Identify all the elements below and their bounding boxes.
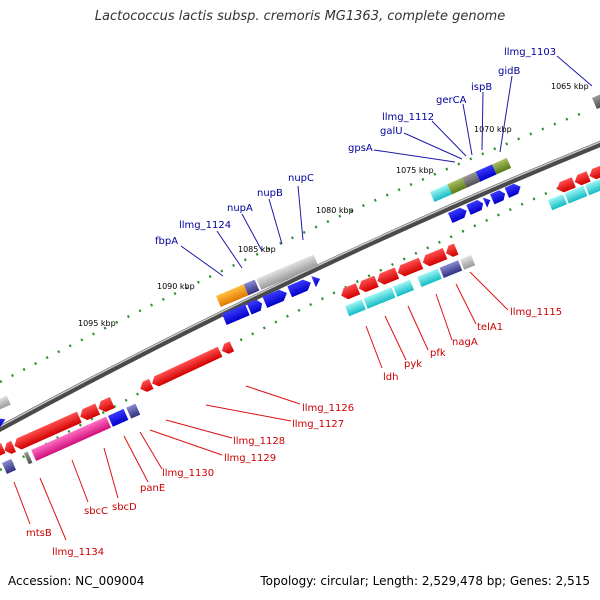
gene-label: llmg_1134 [52, 547, 104, 558]
forward-gene-labels: llmg_1103 gidB ispB gerCA llmg_1112 galU… [155, 47, 593, 277]
gene-label: nupC [288, 173, 314, 184]
gene-label: llmg_1128 [233, 436, 285, 447]
gene-label: pfk [430, 348, 446, 359]
gene-label: nupA [227, 203, 253, 214]
gene-label: mtsB [26, 528, 52, 539]
reverse-gene-labels: llmg_1115 telA1 nagA pfk pyk ldh llmg_11… [13, 271, 562, 558]
gene-label: ldh [383, 372, 398, 383]
gene-label: llmg_1129 [224, 453, 276, 464]
kbp-label: 1075 kbp [396, 166, 434, 175]
genome-summary-text: Topology: circular; Length: 2,529,478 bp… [260, 574, 590, 588]
gene-label: panE [140, 483, 165, 494]
gene-label: llmg_1126 [302, 403, 354, 414]
gene-label: nupB [257, 188, 283, 199]
gene-label: nagA [452, 337, 478, 348]
gene-label: fbpA [155, 236, 178, 247]
gene-label: ispB [471, 82, 492, 93]
kbp-label: 1070 kbp [474, 125, 512, 134]
gene-label: telA1 [477, 322, 503, 333]
gene-label: llmg_1130 [162, 468, 214, 479]
gene-label: gidB [498, 66, 520, 77]
gene-label: sbcC [84, 506, 108, 517]
gene-label: galU [380, 126, 403, 137]
kbp-label: 1095 kbp [78, 319, 116, 328]
kbp-label: 1085 kbp [238, 245, 276, 254]
gene-label: llmg_1103 [504, 47, 556, 58]
gene-label: llmg_1115 [510, 307, 562, 318]
gene-label: llmg_1112 [382, 112, 434, 123]
gene-label: llmg_1127 [292, 419, 344, 430]
forward-strand-genes [0, 92, 600, 428]
kbp-label: 1065 kbp [551, 82, 589, 91]
genome-backbone [0, 140, 600, 432]
accession-text: Accession: NC_009004 [8, 574, 145, 588]
gene-label: pyk [404, 359, 422, 370]
inner-scale-ticks [0, 170, 596, 472]
gene-label: llmg_1124 [179, 220, 231, 231]
gene-label: gerCA [436, 95, 467, 106]
outer-scale-ticks [0, 108, 591, 384]
kbp-label: 1090 kbp [157, 282, 195, 291]
gene-label: sbcD [112, 502, 137, 513]
figure-title: Lactococcus lactis subsp. cremoris MG136… [94, 9, 506, 24]
kbp-label: 1080 kbp [316, 206, 354, 215]
gene-label: gpsA [348, 143, 373, 154]
reverse-strand-genes [0, 164, 600, 474]
